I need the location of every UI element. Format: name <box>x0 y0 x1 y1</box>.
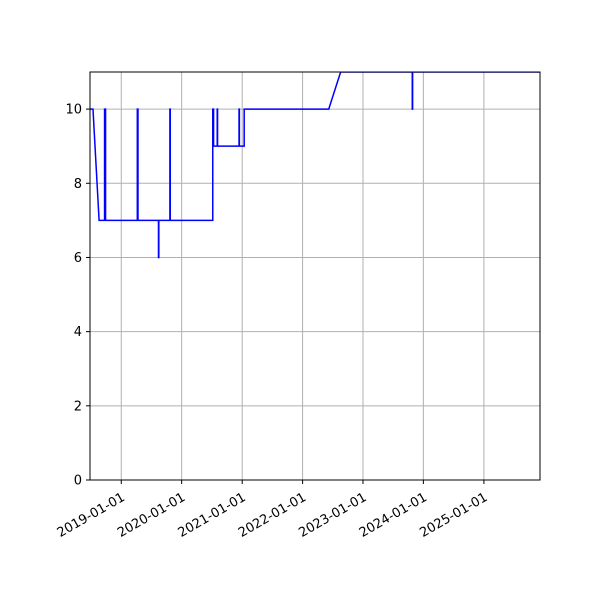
y-tick-label: 8 <box>74 177 82 192</box>
y-tick-label: 0 <box>74 474 82 489</box>
plot-frame <box>89 71 541 481</box>
y-tick-label: 6 <box>74 251 82 266</box>
y-tick-label: 2 <box>74 399 82 414</box>
y-axis: 0 2 4 6 8 10 <box>65 103 90 489</box>
y-tick-label: 4 <box>74 325 82 340</box>
y-tick-label: 10 <box>65 103 82 118</box>
series-line <box>90 72 540 259</box>
series-layer <box>90 72 540 259</box>
